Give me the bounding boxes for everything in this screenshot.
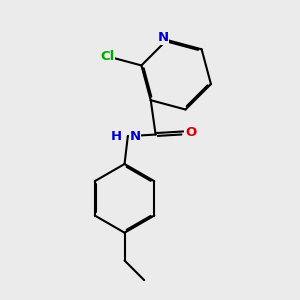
Text: H: H xyxy=(111,130,122,143)
Text: Cl: Cl xyxy=(100,50,114,63)
Text: N: N xyxy=(130,130,141,143)
Text: O: O xyxy=(185,126,196,140)
Text: N: N xyxy=(158,31,169,44)
